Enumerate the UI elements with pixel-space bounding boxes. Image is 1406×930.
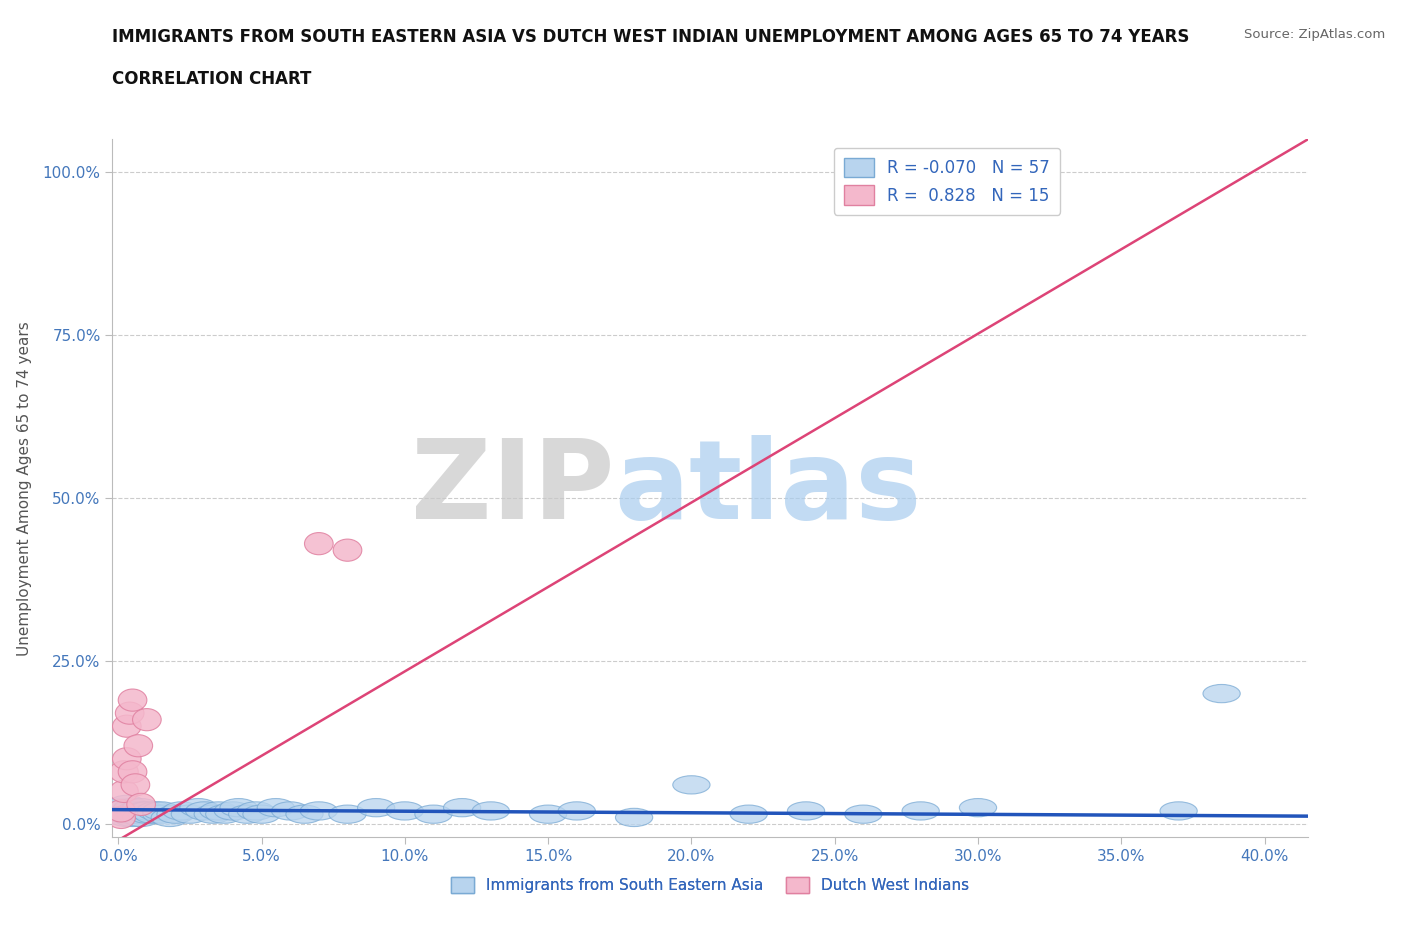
Ellipse shape [108,808,145,827]
Ellipse shape [180,799,217,817]
Ellipse shape [845,805,882,823]
Ellipse shape [107,800,135,822]
Ellipse shape [157,805,194,823]
Ellipse shape [443,799,481,817]
Legend: Immigrants from South Eastern Asia, Dutch West Indians: Immigrants from South Eastern Asia, Dutc… [444,870,976,899]
Ellipse shape [530,805,567,823]
Ellipse shape [152,808,188,827]
Ellipse shape [118,761,146,783]
Ellipse shape [730,805,768,823]
Ellipse shape [271,802,309,820]
Ellipse shape [616,808,652,827]
Ellipse shape [110,761,138,783]
Ellipse shape [132,709,162,731]
Ellipse shape [103,802,139,820]
Ellipse shape [108,795,145,814]
Ellipse shape [142,805,180,823]
Ellipse shape [1204,684,1240,703]
Ellipse shape [112,748,141,770]
Ellipse shape [959,799,997,817]
Ellipse shape [357,799,395,817]
Ellipse shape [787,802,825,820]
Ellipse shape [120,802,157,820]
Ellipse shape [214,802,252,820]
Ellipse shape [200,802,238,820]
Ellipse shape [114,808,152,827]
Ellipse shape [219,799,257,817]
Ellipse shape [103,799,139,817]
Text: IMMIGRANTS FROM SOUTH EASTERN ASIA VS DUTCH WEST INDIAN UNEMPLOYMENT AMONG AGES : IMMIGRANTS FROM SOUTH EASTERN ASIA VS DU… [112,28,1189,46]
Ellipse shape [115,702,143,724]
Ellipse shape [128,805,166,823]
Y-axis label: Unemployment Among Ages 65 to 74 years: Unemployment Among Ages 65 to 74 years [17,321,31,656]
Ellipse shape [136,802,174,820]
Ellipse shape [333,539,361,562]
Ellipse shape [1160,802,1198,820]
Ellipse shape [172,805,208,823]
Ellipse shape [194,805,232,823]
Ellipse shape [257,799,294,817]
Ellipse shape [301,802,337,820]
Ellipse shape [329,805,366,823]
Ellipse shape [111,802,148,820]
Ellipse shape [124,735,153,757]
Ellipse shape [243,805,280,823]
Ellipse shape [105,805,142,823]
Ellipse shape [111,805,148,823]
Ellipse shape [118,689,146,711]
Ellipse shape [112,715,141,737]
Ellipse shape [558,802,595,820]
Ellipse shape [305,533,333,554]
Text: atlas: atlas [614,434,922,542]
Ellipse shape [114,799,152,817]
Ellipse shape [205,805,243,823]
Ellipse shape [121,774,149,796]
Ellipse shape [122,799,160,817]
Ellipse shape [134,805,172,823]
Ellipse shape [285,805,323,823]
Ellipse shape [107,806,135,829]
Ellipse shape [415,805,453,823]
Ellipse shape [186,802,222,820]
Ellipse shape [105,801,142,818]
Ellipse shape [472,802,509,820]
Text: CORRELATION CHART: CORRELATION CHART [112,70,312,87]
Ellipse shape [127,793,156,816]
Ellipse shape [673,776,710,794]
Ellipse shape [142,802,180,820]
Ellipse shape [117,805,155,823]
Ellipse shape [163,802,200,820]
Ellipse shape [122,808,160,827]
Ellipse shape [125,802,163,820]
Ellipse shape [387,802,423,820]
Ellipse shape [903,802,939,820]
Ellipse shape [128,802,166,820]
Ellipse shape [229,805,266,823]
Ellipse shape [238,802,274,820]
Ellipse shape [117,802,155,820]
Ellipse shape [110,780,138,803]
Text: ZIP: ZIP [411,434,614,542]
Text: Source: ZipAtlas.com: Source: ZipAtlas.com [1244,28,1385,41]
